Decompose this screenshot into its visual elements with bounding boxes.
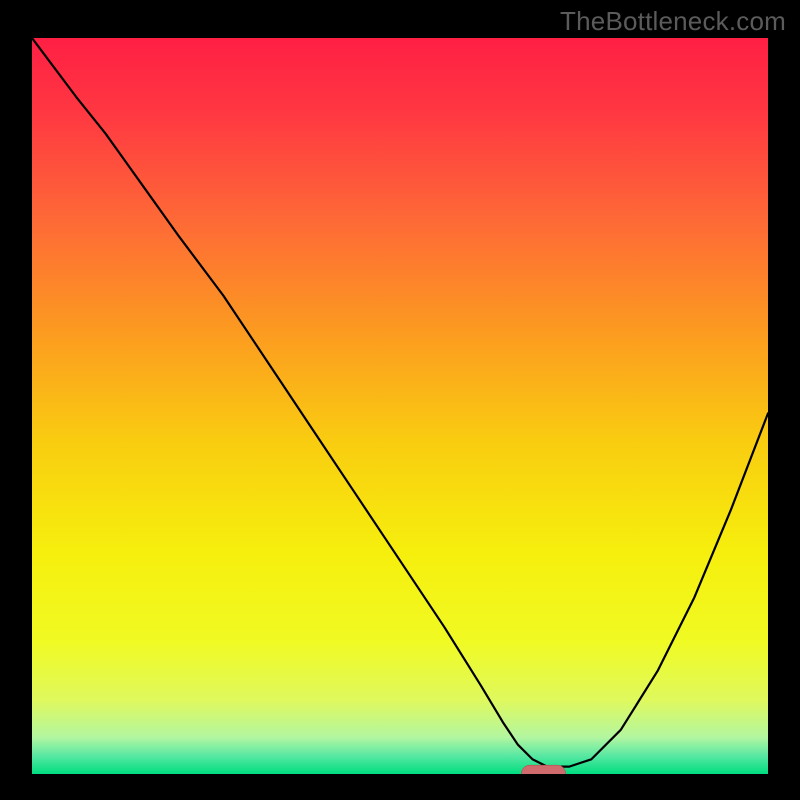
bottleneck-plot bbox=[32, 38, 768, 774]
plot-background bbox=[32, 38, 768, 774]
chart-stage: TheBottleneck.com bbox=[0, 0, 800, 800]
watermark-text: TheBottleneck.com bbox=[560, 6, 786, 37]
optimal-marker bbox=[521, 765, 565, 774]
plot-svg bbox=[32, 38, 768, 774]
